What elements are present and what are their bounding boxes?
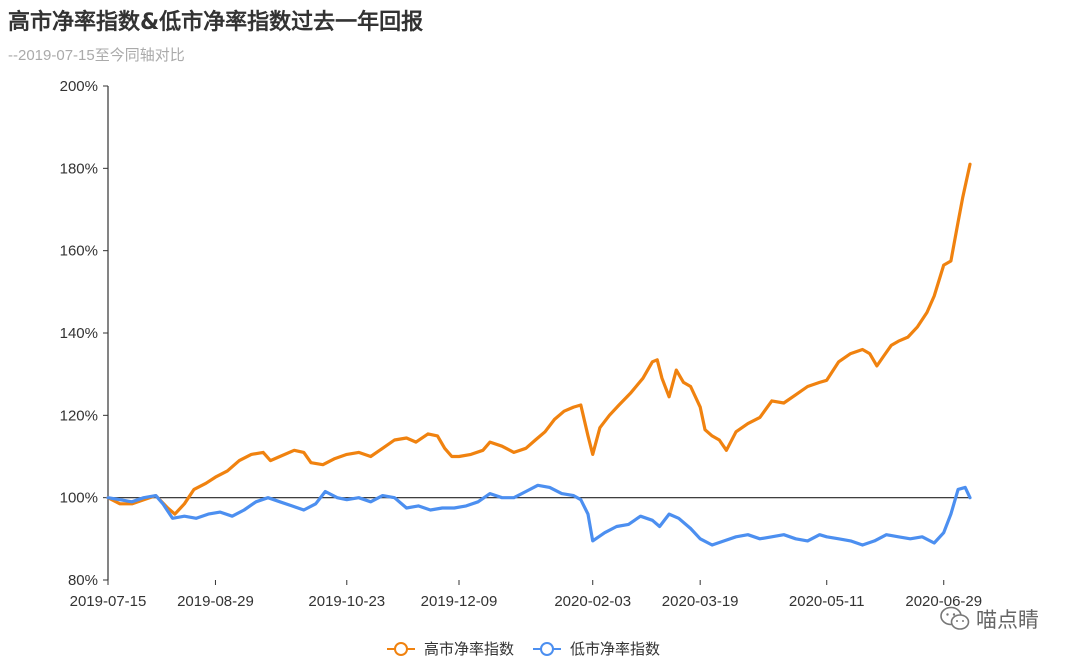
x-tick-label: 2020-06-29 <box>905 593 982 610</box>
x-tick-label: 2020-02-03 <box>554 593 631 610</box>
x-tick-label: 2019-10-23 <box>308 593 385 610</box>
legend-marker-low-icon <box>533 641 562 656</box>
wechat-icon <box>940 606 970 630</box>
chart-subtitle: --2019-07-15至今同轴对比 <box>8 47 185 64</box>
y-tick-label: 160% <box>60 243 98 260</box>
series-line-low <box>106 483 972 547</box>
chart-title: 高市净率指数&低市净率指数过去一年回报 <box>8 10 424 35</box>
legend-label-low: 低市净率指数 <box>570 640 661 658</box>
series-line-high <box>106 162 972 516</box>
x-tick-label: 2020-05-11 <box>789 593 865 610</box>
x-tick-label: 2020-03-19 <box>662 593 739 610</box>
x-tick-label: 2019-07-15 <box>70 593 147 610</box>
y-tick-label: 200% <box>60 78 98 95</box>
x-tick-label: 2019-12-09 <box>421 593 498 610</box>
legend: 高市净率指数 低市净率指数 <box>386 638 660 659</box>
legend-marker-high-icon <box>387 641 415 656</box>
y-tick-label: 180% <box>60 160 98 177</box>
x-tick-label: 2019-08-29 <box>177 593 254 610</box>
watermark-text: 喵点睛 <box>976 608 1039 632</box>
watermark: 喵点睛 <box>940 604 1039 634</box>
legend-item-low[interactable]: 低市净率指数 <box>532 638 660 659</box>
legend-item-high[interactable]: 高市净率指数 <box>386 638 514 659</box>
y-tick-label: 120% <box>60 407 98 424</box>
legend-label-high: 高市净率指数 <box>424 640 515 658</box>
y-tick-label: 100% <box>60 490 98 507</box>
y-tick-label: 140% <box>60 325 98 342</box>
y-tick-label: 80% <box>68 572 98 589</box>
